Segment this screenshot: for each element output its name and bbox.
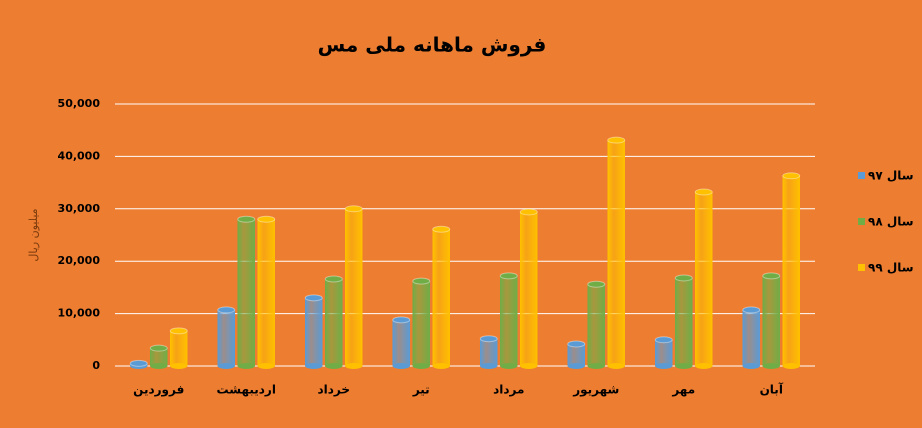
x-tick-label: اردیبهشت [217,383,276,397]
legend-label: سال ۹۹ [868,261,914,275]
x-tick-label: تیر [412,383,430,397]
legend-swatch [858,264,865,271]
bar [694,188,713,369]
bar [129,359,148,369]
x-tick-label: آبان [760,382,784,397]
y-tick-label: 0 [92,359,100,372]
x-tick-label: شهریور [572,383,619,398]
bar [149,344,168,369]
x-tick-label: مرداد [493,383,524,397]
legend-swatch [858,172,865,179]
bar [567,340,586,369]
bar [674,274,693,369]
bar [304,294,323,369]
bar [587,280,606,369]
x-tick-label: فروردین [133,383,184,398]
y-tick-label: 40,000 [58,149,101,162]
y-tick-label: 10,000 [58,307,101,320]
bar [607,136,626,369]
bar [499,272,518,369]
chart-title: فروش ماهانه ملی مس [318,33,547,57]
x-tick-label: خرداد [317,383,350,397]
bar [654,336,673,369]
bar [344,205,363,369]
bar [479,335,498,369]
bar [762,272,781,369]
bar [412,277,431,369]
bar [169,327,188,369]
legend-label: سال ۹۷ [868,169,914,183]
y-tick-label: 50,000 [58,97,101,110]
legend-label: سال ۹۸ [868,215,914,229]
bar [237,215,256,369]
bar [392,316,411,369]
legend-swatch [858,218,865,225]
x-tick-label: مهر [671,383,695,397]
bar [782,172,801,369]
bar [217,306,236,369]
bar [519,208,538,369]
bar [432,225,451,369]
y-tick-label: 30,000 [58,202,101,215]
bar [257,215,276,369]
bar [742,306,761,369]
y-tick-label: 20,000 [58,254,101,267]
bar [324,275,343,369]
y-axis-label: میلیون ریال [27,208,40,261]
